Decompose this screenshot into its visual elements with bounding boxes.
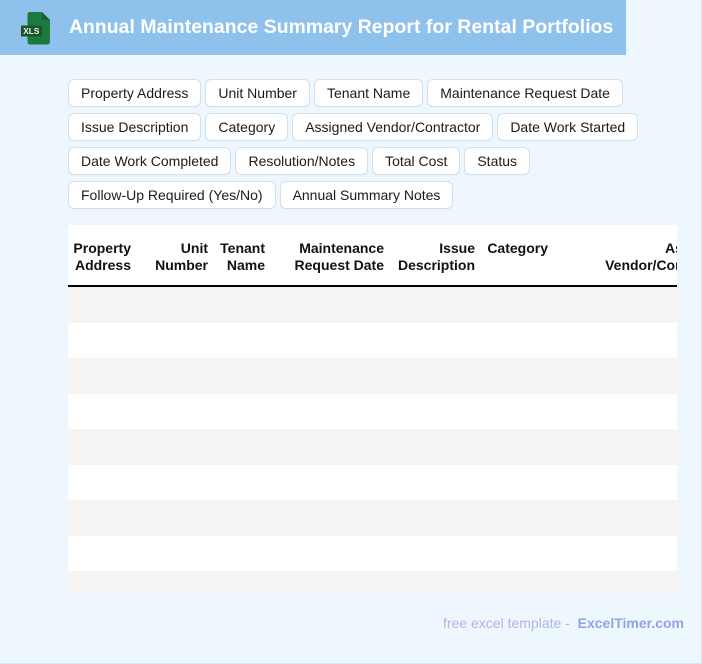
svg-text:XLS: XLS [23, 26, 40, 36]
